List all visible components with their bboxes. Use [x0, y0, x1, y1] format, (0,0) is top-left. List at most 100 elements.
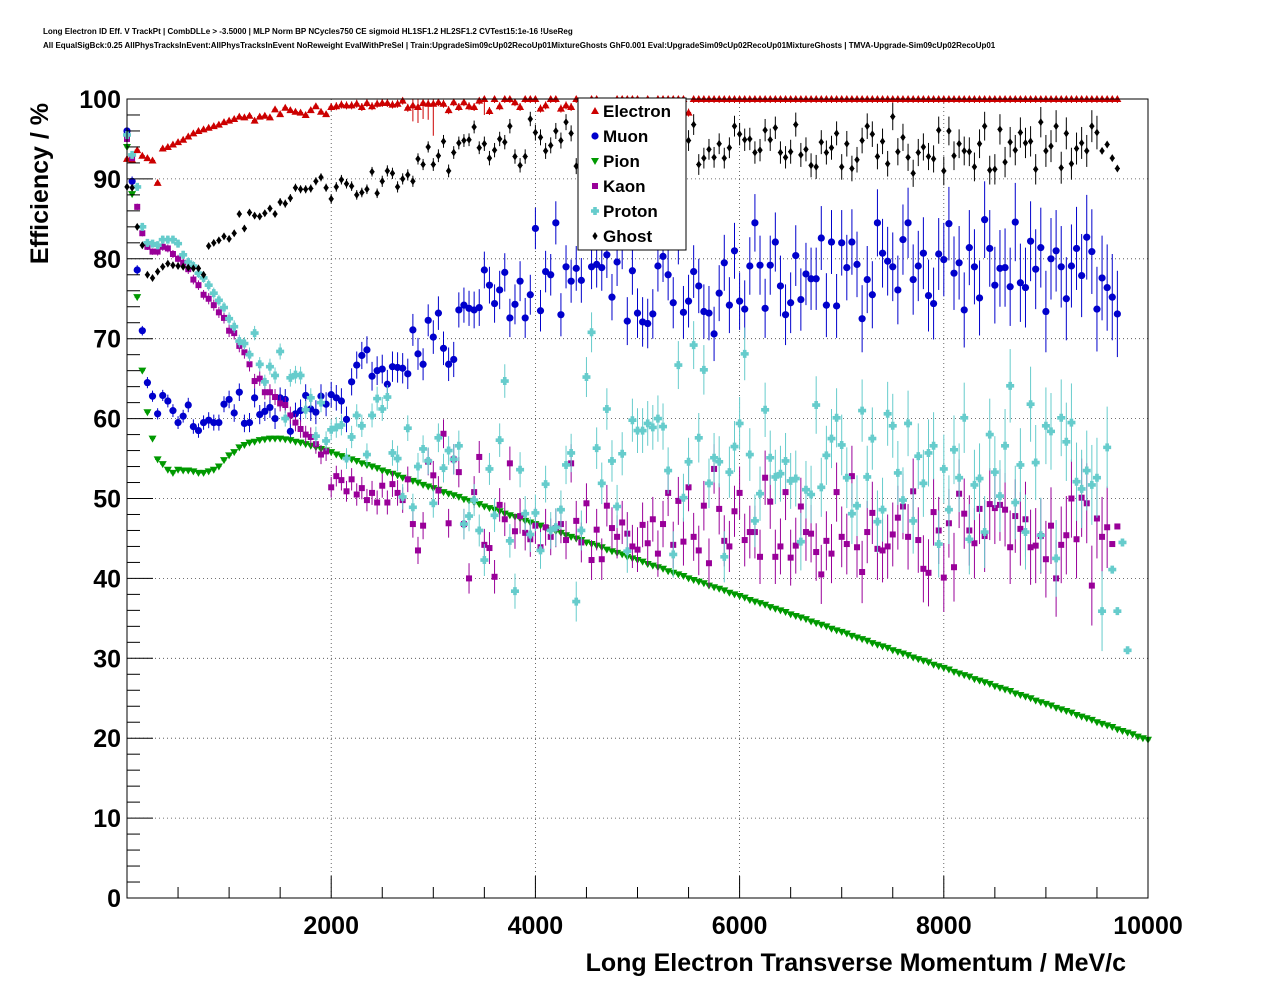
data-point: [1128, 731, 1137, 739]
legend: Electron Muon Pion Kaon Proton Ghost: [577, 97, 687, 251]
data-point: [475, 526, 484, 535]
data-point: [1026, 237, 1035, 245]
data-point: [741, 305, 749, 313]
data-point: [920, 142, 926, 151]
data-point: [1118, 538, 1127, 547]
data-point: [546, 526, 555, 535]
data-point: [776, 469, 785, 478]
data-point: [1082, 466, 1091, 475]
data-point: [543, 146, 549, 155]
data-point: [684, 108, 693, 116]
data-point: [965, 673, 974, 681]
data-point: [905, 153, 911, 162]
data-point: [685, 136, 692, 145]
data-point: [501, 516, 508, 523]
data-point: [169, 251, 176, 258]
data-point: [230, 409, 238, 417]
data-point: [410, 177, 416, 186]
data-point: [451, 148, 457, 157]
data-point: [521, 314, 529, 322]
data-point: [573, 517, 580, 524]
data-point: [491, 146, 498, 155]
data-point: [358, 485, 365, 492]
data-point: [895, 147, 901, 156]
data-point: [286, 373, 295, 382]
data-point: [439, 464, 448, 473]
y-tick-label: 80: [93, 246, 121, 274]
data-point: [138, 327, 146, 335]
data-point: [746, 262, 754, 270]
data-point: [455, 306, 463, 314]
y-tick-label: 10: [93, 805, 121, 833]
data-point: [1093, 305, 1101, 313]
data-point: [195, 264, 202, 273]
y-tick-label: 90: [93, 166, 121, 194]
data-point: [168, 469, 177, 477]
data-point: [746, 529, 753, 536]
data-point: [986, 244, 994, 253]
data-point: [944, 666, 953, 674]
data-point: [822, 301, 830, 309]
data-point: [394, 182, 401, 191]
data-point: [577, 526, 586, 535]
data-point: [1047, 702, 1056, 710]
data-point: [884, 257, 892, 265]
data-point: [311, 102, 320, 110]
data-point: [225, 395, 233, 404]
data-point: [1098, 274, 1106, 282]
data-point: [500, 377, 509, 386]
data-point: [531, 508, 540, 517]
data-point: [987, 166, 993, 175]
data-point: [225, 452, 234, 460]
data-point: [761, 304, 769, 312]
data-point: [1089, 122, 1095, 131]
data-point: [1087, 716, 1096, 724]
data-point: [725, 301, 733, 309]
data-point: [1041, 421, 1050, 430]
data-point: [1031, 458, 1040, 467]
data-point: [793, 120, 799, 129]
data-point: [1094, 128, 1100, 137]
data-point: [925, 152, 932, 161]
data-point: [771, 472, 780, 481]
data-point: [388, 448, 397, 457]
chart-title-line-2: All EqualSigBck:0.25 AllPhysTracksInEven…: [43, 41, 996, 50]
data-point: [440, 137, 447, 146]
data-point: [751, 219, 759, 227]
data-point: [568, 129, 574, 138]
data-point: [1068, 495, 1075, 502]
data-point: [562, 263, 570, 271]
data-point: [849, 164, 855, 173]
data-point: [730, 247, 739, 255]
data-point: [394, 489, 401, 496]
data-point: [230, 114, 239, 122]
data-point: [312, 408, 320, 416]
data-point: [281, 414, 290, 423]
data-point: [562, 101, 571, 109]
data-point: [424, 316, 432, 324]
data-point: [440, 430, 447, 437]
data-point: [1052, 247, 1060, 255]
data-point: [924, 659, 933, 667]
data-point: [449, 98, 458, 106]
data-point: [822, 623, 831, 631]
data-point: [951, 564, 958, 571]
data-point: [981, 216, 989, 224]
data-point: [292, 419, 299, 426]
data-point: [613, 258, 621, 266]
data-point: [980, 528, 989, 537]
data-point: [904, 219, 912, 227]
data-point: [767, 498, 774, 505]
data-point: [291, 107, 300, 115]
data-point: [260, 436, 269, 444]
data-point: [946, 126, 952, 135]
data-point: [342, 415, 351, 423]
data-point: [251, 394, 259, 402]
data-point: [195, 282, 202, 289]
data-point: [190, 276, 197, 283]
data-point: [747, 134, 753, 143]
data-point: [134, 203, 141, 210]
data-point: [812, 275, 820, 283]
data-point: [558, 136, 564, 145]
data-point: [378, 365, 386, 373]
